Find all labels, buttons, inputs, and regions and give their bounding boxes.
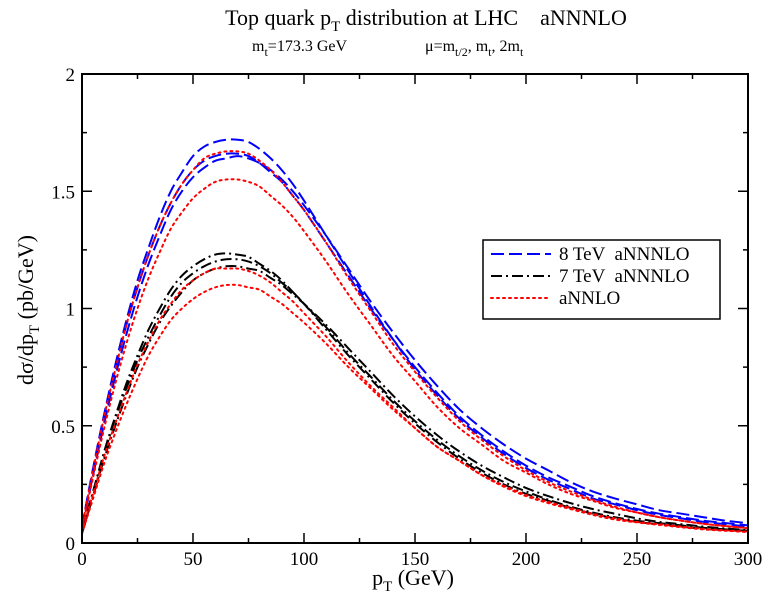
x-axis-label-sub: T bbox=[383, 579, 392, 595]
subtitle-mass-part-1: t bbox=[264, 45, 268, 59]
y-tick-label: 1 bbox=[66, 300, 76, 321]
x-tick-label: 150 bbox=[401, 549, 430, 570]
series-line-dotted-7 bbox=[81, 178, 749, 530]
title-text-b: distribution at LHC aNNNLO bbox=[340, 5, 627, 30]
subtitle-scale: μ=mt/2, mt, 2mt bbox=[425, 38, 524, 59]
y-tick-label: 1.5 bbox=[51, 182, 75, 203]
x-tick-label: 0 bbox=[77, 549, 87, 570]
y-tick-label: 0 bbox=[66, 534, 76, 555]
plot-frame bbox=[81, 73, 749, 544]
subtitle-scale-part-0: μ=m bbox=[425, 38, 456, 55]
series-line-dotted-9 bbox=[81, 283, 749, 535]
subtitle-scale-part-2: , m bbox=[468, 38, 489, 55]
series-line-dashed-0 bbox=[81, 138, 749, 528]
x-axis-label-unit: (GeV) bbox=[392, 565, 454, 590]
x-tick-label: 250 bbox=[623, 549, 652, 570]
axis-tick-labels: 0 50 100 150 200 250 300 0 0.5 1 1.5 2 bbox=[51, 65, 762, 570]
y-axis-label-unit: (pb/GeV) bbox=[13, 235, 38, 325]
y-tick-label: 0.5 bbox=[51, 417, 75, 438]
y-axis-label-main: dσ/dp bbox=[13, 334, 38, 385]
series-line-dashdot-5 bbox=[81, 265, 749, 534]
subtitle-scale-part-3: t bbox=[488, 45, 492, 59]
legend-label: 7 TeV aNNNLO bbox=[559, 266, 689, 287]
legend-box bbox=[482, 239, 721, 320]
series-line-dotted-8 bbox=[81, 267, 749, 533]
series-line-dotted-6 bbox=[81, 150, 749, 530]
subtitle-mass-part-0: m bbox=[252, 38, 265, 55]
subtitle-mass-part-2: =173.3 GeV bbox=[268, 38, 348, 55]
subtitle-mass: mt=173.3 GeV bbox=[252, 38, 347, 59]
x-axis-label: pT (GeV) bbox=[372, 565, 454, 595]
chart-title: Top quark pT distribution at LHC aNNNLO bbox=[225, 5, 627, 35]
x-tick-label: 50 bbox=[184, 549, 203, 570]
title-text-a: Top quark p bbox=[225, 5, 331, 30]
plot-curves bbox=[81, 138, 749, 535]
y-axis-label: dσ/dpT (pb/GeV) bbox=[13, 235, 43, 385]
series-line-dashed-1 bbox=[81, 152, 749, 527]
x-tick-label: 200 bbox=[512, 549, 541, 570]
legend-label: 8 TeV aNNNLO bbox=[559, 244, 689, 265]
x-tick-label: 300 bbox=[734, 549, 763, 570]
x-tick-label: 100 bbox=[290, 549, 319, 570]
title-text-sub: T bbox=[331, 19, 340, 35]
x-axis-label-main: p bbox=[372, 565, 383, 590]
subtitle-scale-part-4: , 2m bbox=[492, 38, 521, 55]
series-line-dashed-2 bbox=[81, 155, 749, 530]
series-line-dashdot-4 bbox=[81, 258, 749, 532]
subtitle-scale-part-5: t bbox=[520, 45, 524, 59]
y-axis-label-sub: T bbox=[27, 325, 43, 334]
legend-label: aNNLO bbox=[559, 288, 620, 309]
subtitle-scale-part-1: t/2 bbox=[455, 45, 468, 59]
y-tick-label: 2 bbox=[66, 65, 76, 86]
